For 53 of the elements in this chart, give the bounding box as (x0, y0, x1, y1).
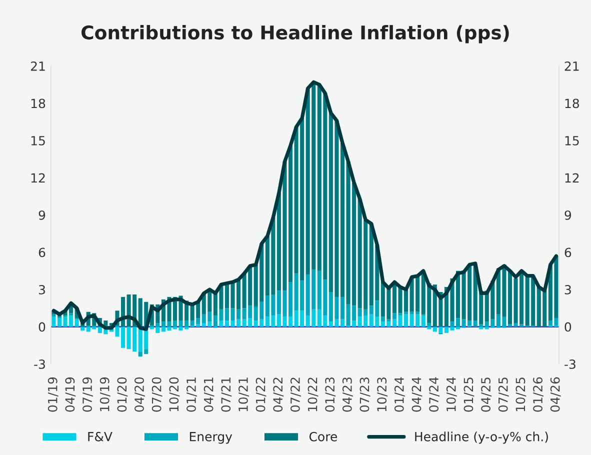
y-tick-label: 21 (30, 61, 45, 71)
legend-label: F&V (88, 432, 112, 442)
x-tick-label: 04/21 (204, 378, 214, 412)
y-tick-label: 15 (31, 136, 45, 146)
y-tick-label: 12 (31, 173, 45, 182)
legend-label: Core (309, 432, 338, 442)
y2-tick-label: 21 (564, 61, 579, 71)
x-tick-label: 07/23 (360, 378, 370, 412)
y-tick-label: -3 (34, 359, 45, 369)
x-tick-label: 04/22 (273, 378, 284, 412)
y-tick-label: 6 (38, 248, 46, 258)
x-tick-label: 10/19 (100, 377, 110, 412)
y2-tick-label: 15 (565, 136, 579, 146)
y2-tick-label: 3 (564, 284, 571, 294)
y-tick-label: 0 (38, 322, 46, 332)
x-tick-label: 01/25 (464, 378, 474, 412)
x-tick-label: 04/19 (65, 377, 76, 412)
y-tick-label: 18 (31, 98, 46, 108)
legend-label: Energy (190, 432, 232, 444)
x-tick-label: 07/22 (290, 378, 301, 412)
x-tick-label: 01/26 (533, 377, 544, 412)
y2-tick-label: 18 (565, 98, 579, 108)
x-tick-label: 07/21 (221, 378, 232, 412)
x-tick-label: 01/19 (48, 377, 58, 412)
x-tick-label: 04/25 (481, 378, 492, 412)
x-tick-label: 10/23 (377, 378, 388, 412)
x-tick-label: 07/24 (429, 377, 440, 412)
x-tick-label: 04/23 (342, 378, 353, 412)
x-tick-label: 07/19 (82, 377, 93, 412)
x-tick-label: 10/25 (516, 378, 526, 412)
x-tick-label: 04/20 (134, 377, 145, 412)
y2-tick-label: 9 (564, 210, 572, 220)
x-tick-label: 10/24 (446, 377, 457, 412)
x-tick-label: 04/26 (550, 377, 561, 412)
y-tick-label: 9 (38, 210, 46, 220)
y2-tick-label: 12 (565, 173, 579, 182)
chart-title: Contributions to Headline Inflation (pps) (82, 25, 509, 44)
y2-tick-label: 6 (564, 248, 572, 258)
x-tick-label: 01/23 (325, 378, 336, 412)
x-tick-label: 04/24 (412, 377, 422, 412)
y2-tick-label: -3 (564, 359, 576, 369)
x-tick-label: 01/24 (394, 377, 405, 412)
x-tick-label: 07/20 (152, 377, 162, 412)
x-tick-label: 01/22 (256, 378, 266, 412)
x-tick-label: 10/21 (238, 378, 249, 412)
x-tick-label: 10/22 (308, 378, 318, 412)
x-tick-label: 07/25 (498, 378, 509, 412)
x-tick-label: 01/21 (186, 378, 197, 412)
legend-label: Headline (y-o-y% ch.) (415, 432, 548, 444)
y-tick-label: 3 (38, 284, 45, 294)
x-tick-label: 01/20 (117, 377, 128, 412)
y2-tick-label: 0 (564, 322, 572, 332)
x-tick-label: 10/20 (169, 377, 180, 412)
